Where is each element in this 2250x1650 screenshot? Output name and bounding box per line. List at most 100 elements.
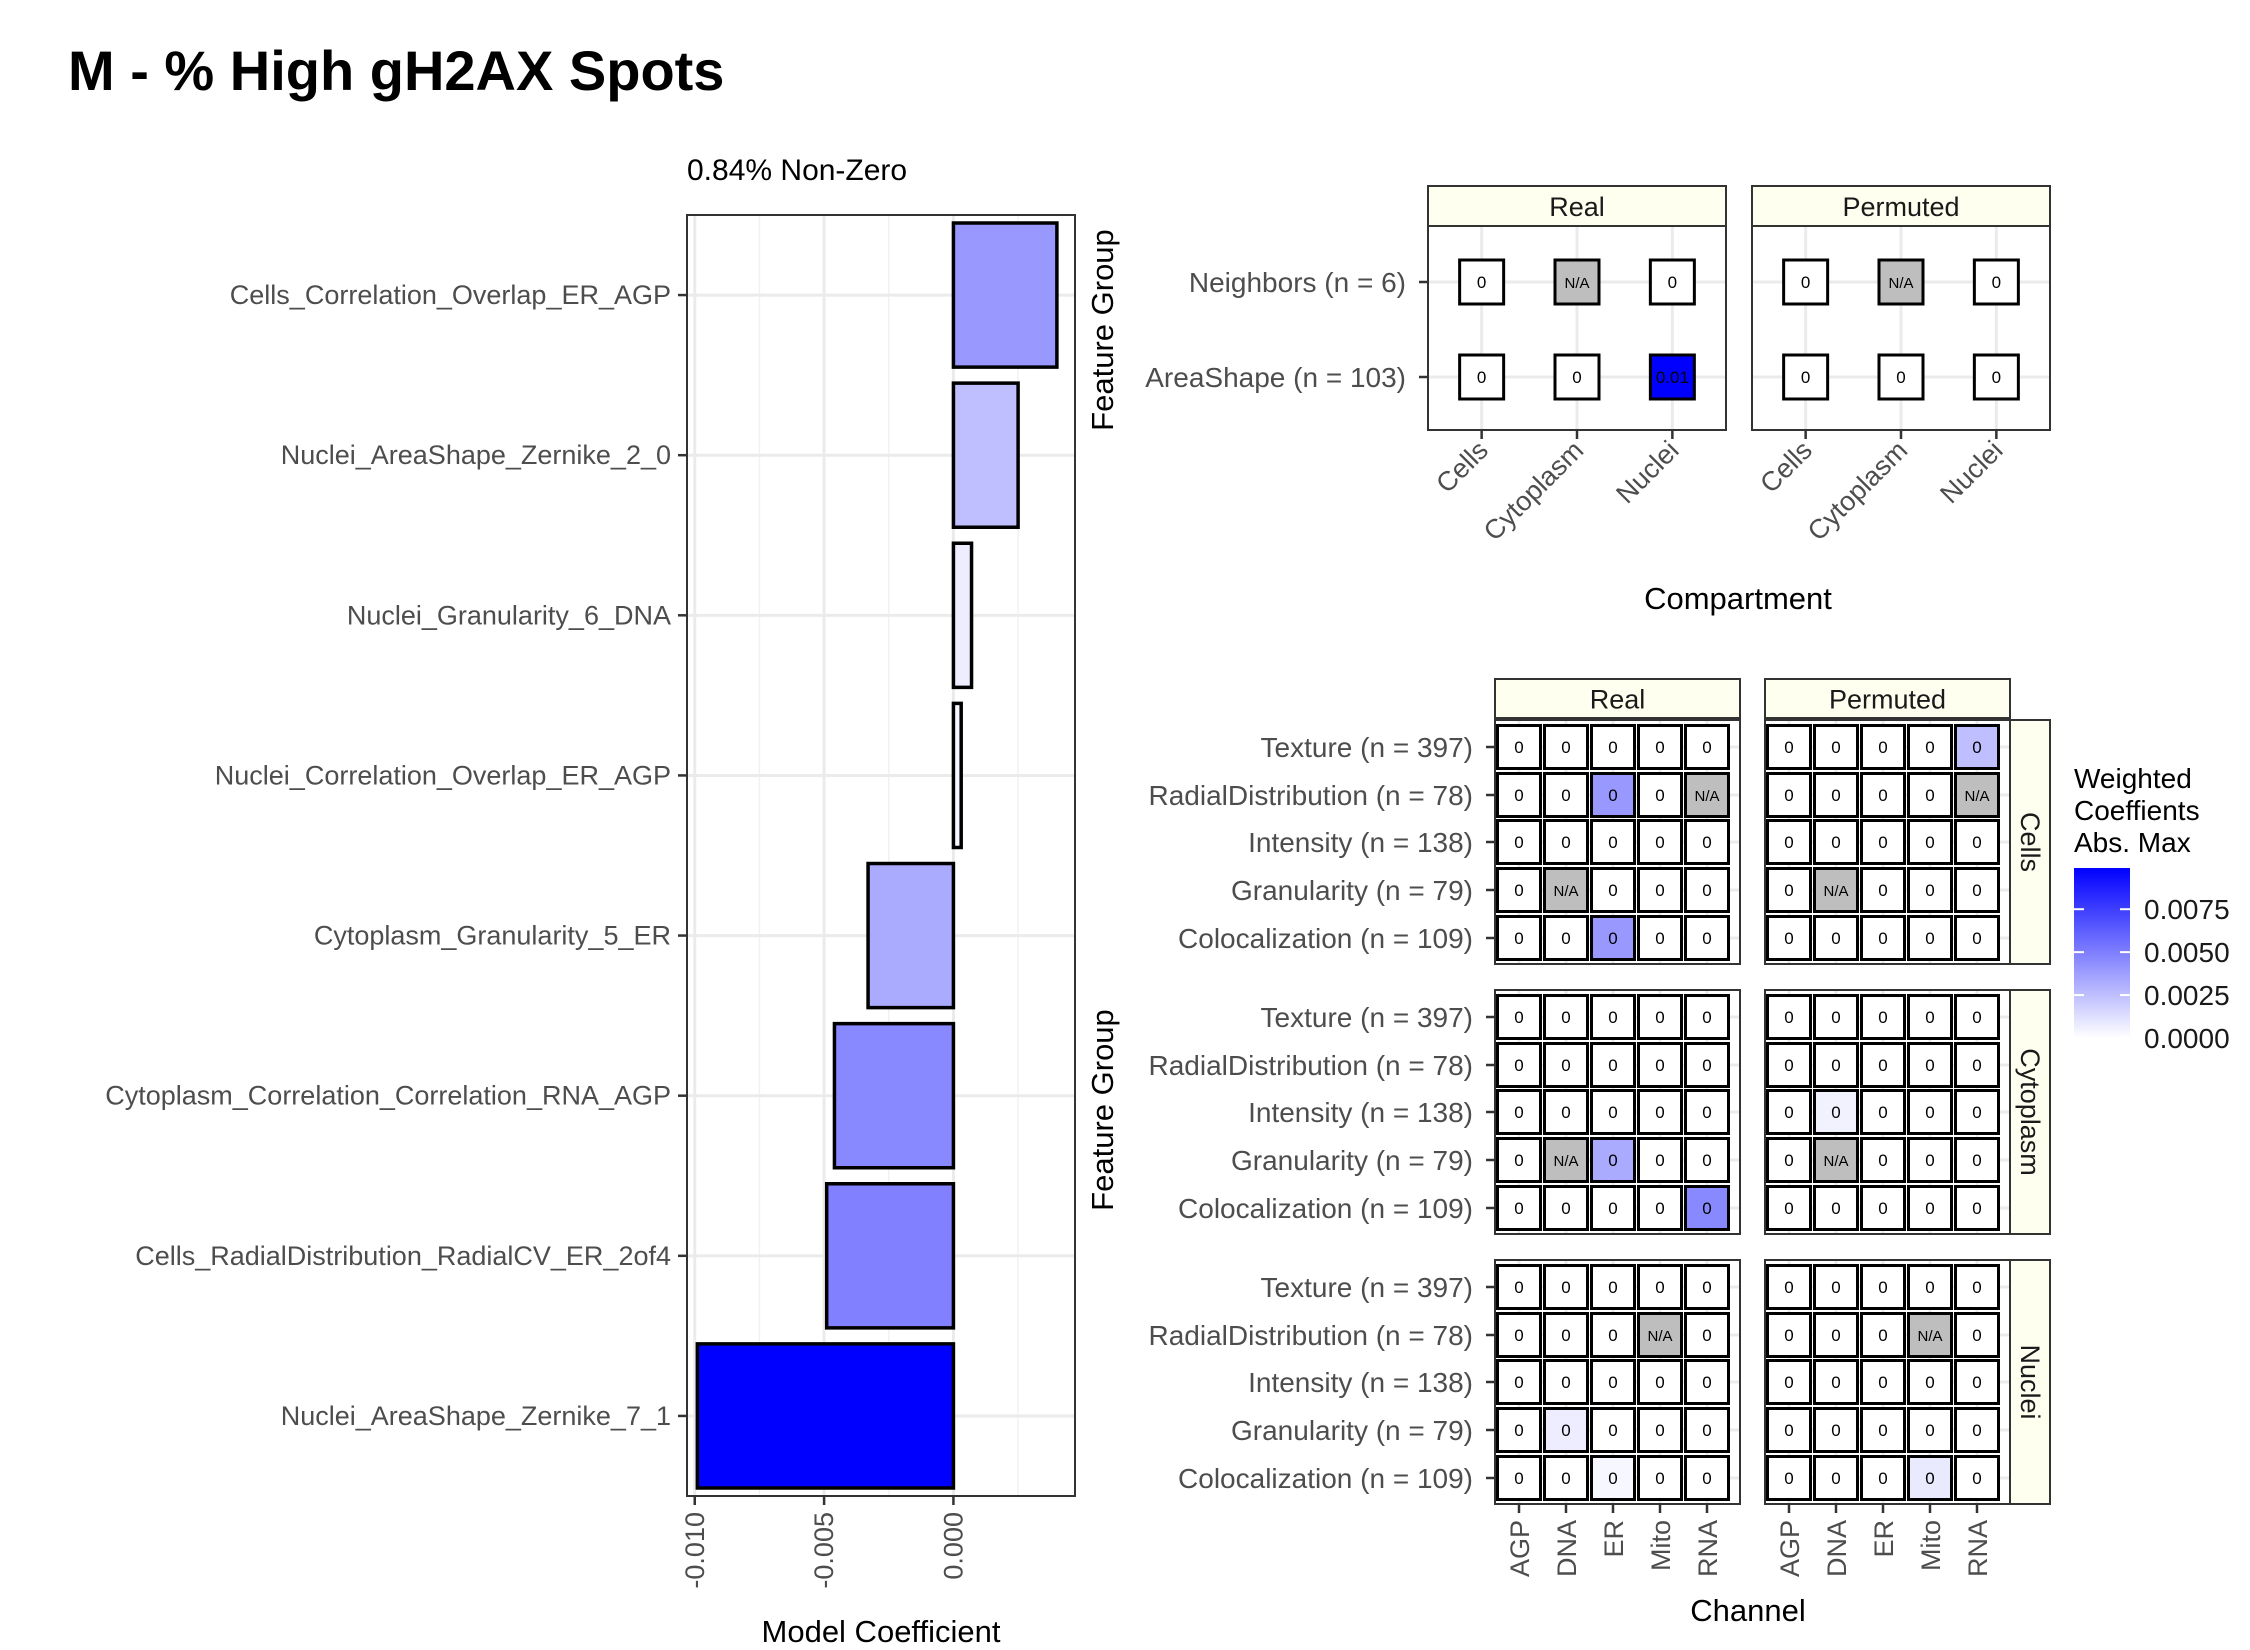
channel-cell-tile-label: 0 bbox=[1784, 929, 1793, 948]
channel-row-label: Intensity (n = 138) bbox=[1248, 1367, 1473, 1398]
legend-title-line: Coeffients bbox=[2074, 795, 2200, 826]
channel-cell-tile-label: 0 bbox=[1514, 1469, 1523, 1488]
channel-cell-tile bbox=[1813, 915, 1859, 961]
bar-mark bbox=[951, 701, 963, 850]
channel-cell-tile-label: 0 bbox=[1831, 1469, 1840, 1488]
channel-cell-tile bbox=[1907, 867, 1953, 913]
channel-cell-tile-label: N/A bbox=[1553, 1153, 1578, 1170]
channel-cell-tile-label: 0 bbox=[1608, 881, 1617, 900]
channel-cell-tile-label: 0 bbox=[1878, 786, 1887, 805]
channel-cell-tile bbox=[1684, 1185, 1730, 1231]
channel-cell-tile bbox=[1907, 772, 1953, 818]
compartment-permuted-strip-label: Permuted bbox=[1842, 192, 1959, 222]
channel-cell-tile-label: 0 bbox=[1784, 1199, 1793, 1218]
channel-cell-tile bbox=[1766, 1455, 1812, 1501]
channel-cell-tile-label: 0 bbox=[1561, 1421, 1570, 1440]
compartment-cell-tile-label: 0.01 bbox=[1656, 368, 1689, 387]
channel-cell-tile bbox=[1684, 819, 1730, 865]
channel-cell-tile-label: 0 bbox=[1514, 1373, 1523, 1392]
channel-cell-tile-label: 0 bbox=[1878, 833, 1887, 852]
channel-cell-tile-label: 0 bbox=[1702, 1326, 1711, 1345]
channel-cell-tile bbox=[1954, 994, 2000, 1040]
channel-cell-tile bbox=[1907, 994, 1953, 1040]
compartment-cell-tile bbox=[1648, 258, 1696, 306]
channel-cell-tile bbox=[1496, 1312, 1542, 1358]
channel-cell-tile bbox=[1684, 1407, 1730, 1453]
channel-cell-tile-label: 0 bbox=[1561, 833, 1570, 852]
compartment-real-strip-label: Real bbox=[1549, 192, 1605, 222]
channel-cell-tile-label: N/A bbox=[1917, 1328, 1942, 1345]
channel-row-label: Texture (n = 397) bbox=[1261, 1272, 1473, 1303]
channel-cell-tile bbox=[1860, 772, 1906, 818]
channel-cell-tile bbox=[1543, 1089, 1589, 1135]
channel-cell-tile-label: 0 bbox=[1925, 1151, 1934, 1170]
channel-cell-tile bbox=[1813, 772, 1859, 818]
channel-cell-tile bbox=[1590, 1185, 1636, 1231]
channel-real-strip-label: Real bbox=[1590, 685, 1646, 715]
channel-cell-tile-label: 0 bbox=[1561, 1103, 1570, 1122]
channel-cell-tile bbox=[1813, 1089, 1859, 1135]
channel-cell-tile-label: 0 bbox=[1608, 1056, 1617, 1075]
channel-cell-tile bbox=[1496, 915, 1542, 961]
channel-row-label: RadialDistribution (n = 78) bbox=[1149, 1050, 1474, 1081]
channel-cell-tile bbox=[1907, 1359, 1953, 1405]
legend-break-label: 0.0000 bbox=[2144, 1023, 2230, 1054]
channel-cell-tile-label: 0 bbox=[1972, 1326, 1981, 1345]
channel-cell-tile-label: 0 bbox=[1972, 1278, 1981, 1297]
bar-mark bbox=[951, 541, 974, 690]
channel-cell-tile bbox=[1766, 772, 1812, 818]
channel-cell-tile bbox=[1860, 915, 1906, 961]
channel-cell-tile-label: 0 bbox=[1655, 833, 1664, 852]
channel-cell-tile bbox=[1907, 1407, 1953, 1453]
channel-cell-tile bbox=[1590, 994, 1636, 1040]
channel-cell-tile-label: 0 bbox=[1784, 1278, 1793, 1297]
channel-row-label: Colocalization (n = 109) bbox=[1178, 923, 1473, 954]
channel-cell-tile bbox=[1684, 1455, 1730, 1501]
channel-cell-tile bbox=[1496, 819, 1542, 865]
channel-cell-tile-label: 0 bbox=[1925, 1199, 1934, 1218]
channel-cell-tile bbox=[1766, 915, 1812, 961]
channel-cell-tile bbox=[1590, 819, 1636, 865]
channel-cell-tile bbox=[1860, 867, 1906, 913]
channel-cell-tile-label: 0 bbox=[1702, 833, 1711, 852]
channel-cell-tile-label: 0 bbox=[1878, 1103, 1887, 1122]
compartment-x-tick-label: Nuclei bbox=[1610, 435, 1684, 509]
channel-cell-tile bbox=[1813, 1312, 1859, 1358]
compartment-x-axis-label: Compartment bbox=[1644, 581, 1832, 616]
channel-x-tick-label: AGP bbox=[1505, 1520, 1535, 1577]
channel-cell-tile-label: 0 bbox=[1784, 881, 1793, 900]
compartment-x-tick-label: Cytoplasm bbox=[1802, 435, 1913, 546]
channel-cell-tile-label: 0 bbox=[1784, 1326, 1793, 1345]
channel-row-label: Texture (n = 397) bbox=[1261, 1002, 1473, 1033]
channel-cell-tile bbox=[1543, 1137, 1589, 1183]
channel-x-tick-label: Mito bbox=[1916, 1520, 1946, 1571]
channel-cell-tile-label: 0 bbox=[1972, 738, 1981, 757]
channel-cell-tile bbox=[1590, 1042, 1636, 1088]
channel-cell-tile-label: 0 bbox=[1784, 786, 1793, 805]
channel-cell-tile-label: 0 bbox=[1831, 1421, 1840, 1440]
channel-cell-tile-label: 0 bbox=[1702, 1199, 1711, 1218]
bar-x-tick-label: -0.005 bbox=[809, 1512, 839, 1589]
channel-cell-tile bbox=[1813, 819, 1859, 865]
channel-cell-tile-label: 0 bbox=[1831, 1326, 1840, 1345]
channel-cell-tile bbox=[1590, 772, 1636, 818]
channel-cell-tile-label: 0 bbox=[1878, 1199, 1887, 1218]
channel-cell-tile-label: 0 bbox=[1561, 1056, 1570, 1075]
channel-cell-tile bbox=[1907, 1264, 1953, 1310]
channel-cytoplasm-strip bbox=[2009, 989, 2051, 1235]
channel-cell-tile bbox=[1813, 1264, 1859, 1310]
channel-cell-tile-label: 0 bbox=[1925, 1373, 1934, 1392]
channel-cell-tile bbox=[1590, 915, 1636, 961]
channel-cell-tile bbox=[1766, 724, 1812, 770]
channel-cell-tile bbox=[1766, 1312, 1812, 1358]
compartment-cell-tile-label: 0 bbox=[1668, 273, 1677, 292]
channel-cell-tile-label: 0 bbox=[1878, 1469, 1887, 1488]
channel-cell-tile bbox=[1637, 1042, 1683, 1088]
channel-cell-tile bbox=[1637, 1312, 1683, 1358]
channel-cell-tile bbox=[1954, 1407, 2000, 1453]
channel-row-label: Granularity (n = 79) bbox=[1231, 875, 1473, 906]
channel-cell-tile-label: 0 bbox=[1925, 786, 1934, 805]
channel-cell-tile bbox=[1860, 1089, 1906, 1135]
channel-cell-tile bbox=[1496, 994, 1542, 1040]
channel-cell-tile bbox=[1684, 1359, 1730, 1405]
